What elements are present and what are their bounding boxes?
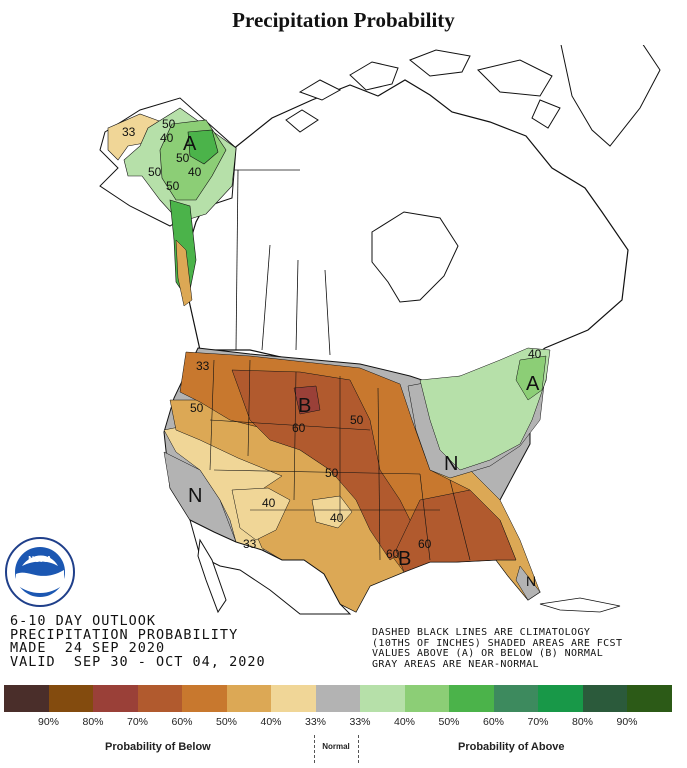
legend-swatch	[137, 685, 182, 712]
florida-near-normal	[515, 565, 541, 601]
label-se-60b: 60	[418, 537, 432, 551]
legend-divider-left	[314, 735, 315, 763]
mexico-land	[189, 519, 352, 615]
legend-swatch	[182, 685, 227, 712]
note-line4: GRAY AREAS ARE NEAR-NORMAL	[372, 658, 539, 670]
label-sw-40a: 40	[262, 496, 276, 510]
arctic-islands	[285, 49, 561, 133]
legend-tick-label: 33%	[304, 716, 326, 728]
below-60-southeast	[395, 489, 517, 573]
label-se-b: B	[398, 548, 411, 570]
label-sw-40b: 40	[330, 511, 344, 525]
ne-above-50	[515, 355, 547, 401]
noaa-logo: NOAA	[5, 537, 75, 607]
legend-swatch	[360, 685, 405, 712]
hudson-bay	[371, 211, 459, 303]
greenland	[560, 45, 661, 147]
label-plains-50: 50	[350, 413, 364, 427]
legend-divider-right	[358, 735, 359, 763]
legend-tick-label: 80%	[571, 716, 593, 728]
legend-normal-label: Normal	[322, 742, 350, 751]
outlook-line1: 6-10 DAY OUTLOOK	[10, 613, 157, 629]
label-alaska-33: 33	[122, 125, 136, 139]
outlook-map: A 40 50 50 50 40 33 50 33 50 B 60 50 50 …	[5, 45, 661, 615]
legend-ticks: 90% 80% 70% 60% 50% 40% 33% 33% 40% 50% 60% 70% 80% 9…	[4, 716, 672, 730]
outlook-line3: MADE 24 SEP 2020	[10, 640, 166, 656]
alaska-below-shading	[107, 113, 163, 161]
legend-swatch	[582, 685, 627, 712]
label-alaska-50b: 50	[148, 165, 162, 179]
label-alaska-40: 40	[160, 131, 174, 145]
outlook-line2: PRECIPITATION PROBABILITY	[10, 626, 239, 643]
legend-tick-label: 40%	[393, 716, 415, 728]
label-sw-33: 33	[243, 537, 257, 551]
label-ne-a: A	[526, 373, 540, 395]
legend-tick-label: 50%	[438, 716, 460, 728]
label-west-n: N	[188, 485, 202, 507]
ok-33-pocket	[311, 495, 353, 529]
label-west-33: 33	[196, 359, 210, 373]
legend-tick-label: 33%	[349, 716, 371, 728]
legend-below-label: Probability of Below	[105, 741, 211, 753]
legend-swatch	[493, 685, 538, 712]
legend-swatch	[538, 685, 583, 712]
label-west-50: 50	[190, 401, 204, 415]
legend-color-bar	[4, 685, 672, 712]
label-ne-40: 40	[528, 347, 542, 361]
legend-tick-label: 70%	[527, 716, 549, 728]
legend-swatch	[93, 685, 138, 712]
note-line2: (10THS OF INCHES) SHADED AREAS ARE FCST	[372, 637, 623, 649]
label-central-50: 50	[325, 466, 339, 480]
label-plains-60: 60	[292, 421, 306, 435]
outlook-info: 6-10 DAY OUTLOOK PRECIPITATION PROBABILIT…	[10, 613, 266, 670]
label-se-60a: 60	[386, 547, 400, 561]
below-70-pocket	[293, 385, 321, 415]
baja	[197, 538, 227, 614]
province-boundaries	[232, 169, 331, 356]
alaska-above-60	[187, 129, 219, 165]
outlook-line4: VALID SEP 30 - OCT 04, 2020	[10, 653, 266, 670]
legend-swatch	[315, 685, 360, 712]
legend-note: DASHED BLACK LINES ARE CLIMATOLOGY (10THS…	[372, 627, 623, 670]
bc-coast-below	[175, 239, 193, 307]
legend-swatch	[226, 685, 271, 712]
label-gl-n: N	[444, 453, 458, 475]
label-alaska-50d: 50	[162, 117, 176, 131]
sw-33-pocket	[231, 487, 291, 541]
legend-swatch	[4, 685, 49, 712]
legend-tick-label: 40%	[260, 716, 282, 728]
note-line3: VALUES ABOVE (A) OR BELOW (B) NORMAL	[372, 648, 604, 659]
label-alaska-a: A	[183, 133, 197, 155]
svg-text:NOAA: NOAA	[28, 555, 52, 564]
legend-above-label: Probability of Above	[458, 741, 565, 753]
label-alaska-50a: 50	[176, 151, 190, 165]
label-alaska-50c: 50	[166, 179, 180, 193]
cuba	[539, 597, 621, 613]
legend-tick-label: 90%	[616, 716, 638, 728]
legend-tick-label: 90%	[37, 716, 59, 728]
state-boundaries	[209, 359, 471, 561]
map-title: Precipitation Probability	[232, 8, 455, 32]
legend-swatch	[48, 685, 93, 712]
legend-tick-label: 50%	[215, 716, 237, 728]
legend-swatch	[449, 685, 494, 712]
legend-swatch	[404, 685, 449, 712]
label-fl-n: N	[526, 573, 536, 589]
legend-tick-label: 70%	[126, 716, 148, 728]
label-alaska-40b: 40	[188, 165, 202, 179]
legend-tick-label: 80%	[82, 716, 104, 728]
legend-tick-label: 60%	[171, 716, 193, 728]
legend-tick-label: 60%	[482, 716, 504, 728]
legend-swatch	[627, 685, 672, 712]
label-plains-b: B	[298, 395, 311, 417]
note-line1: DASHED BLACK LINES ARE CLIMATOLOGY	[372, 627, 591, 638]
legend-swatch	[271, 685, 316, 712]
